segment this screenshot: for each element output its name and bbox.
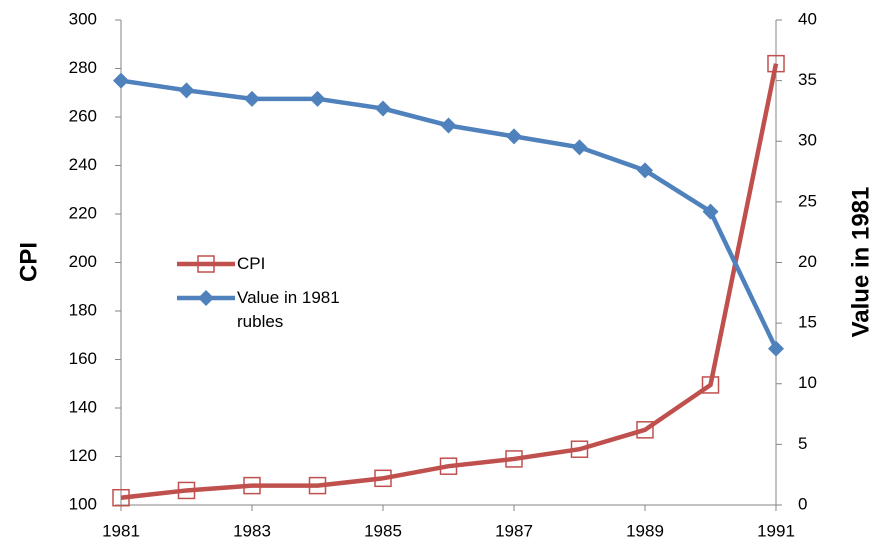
marker: [505, 450, 523, 468]
legend: CPI Value in 1981 rubles: [175, 252, 347, 344]
y-tick-label: 200: [69, 252, 97, 271]
marker: [768, 340, 784, 357]
x-tick-label: 1981: [102, 521, 140, 540]
x-tick-label: 1985: [364, 521, 402, 540]
marker: [636, 421, 654, 439]
y2-tick-label: 15: [798, 313, 817, 332]
y2-axis-title: Value in 1981: [847, 187, 874, 338]
marker: [702, 203, 719, 220]
y2-tick-label: 25: [798, 191, 817, 210]
marker: [198, 290, 214, 306]
marker: [112, 488, 130, 507]
marker: [571, 139, 588, 156]
marker: [197, 255, 215, 273]
y2-tick-label: 10: [798, 373, 817, 392]
legend-label: Value in 1981 rubles: [237, 288, 340, 331]
marker: [637, 162, 653, 179]
marker: [308, 476, 327, 495]
x-tick-label: 1991: [757, 521, 795, 540]
series-line: [120, 63, 779, 500]
y2-tick-label: 35: [798, 70, 817, 89]
marker: [113, 72, 129, 89]
legend-item: Value in 1981 rubles: [175, 286, 347, 334]
y-tick-label: 280: [69, 58, 97, 77]
y-tick-label: 140: [69, 397, 97, 416]
y-tick-label: 220: [69, 203, 97, 222]
y-tick-label: 240: [69, 155, 97, 174]
marker: [309, 90, 326, 107]
marker: [375, 100, 391, 117]
legend-item: CPI: [175, 252, 347, 276]
y2-tick-label: 30: [798, 131, 817, 150]
marker: [178, 82, 195, 99]
marker: [440, 117, 457, 134]
y-axis-title: CPI: [15, 242, 42, 282]
marker: [767, 54, 785, 73]
y-tick-label: 120: [69, 446, 97, 465]
x-tick-label: 1983: [233, 521, 271, 540]
marker: [439, 457, 458, 475]
y2-tick-label: 20: [798, 252, 817, 271]
marker: [177, 481, 196, 500]
legend-swatch: [177, 255, 235, 273]
x-tick-label: 1987: [495, 521, 533, 540]
y-tick-label: 260: [69, 106, 97, 125]
y2-tick-label: 40: [798, 9, 817, 28]
marker: [244, 90, 260, 107]
y-tick-label: 300: [69, 9, 97, 28]
y2-tick-label: 0: [798, 494, 807, 513]
marker: [506, 128, 522, 145]
y-tick-label: 180: [69, 300, 97, 319]
marker: [570, 440, 589, 458]
marker: [374, 469, 392, 488]
y-tick-label: 160: [69, 349, 97, 368]
legend-label: CPI: [237, 254, 266, 273]
x-tick-label: 1989: [626, 521, 664, 540]
legend-swatch: [177, 290, 235, 306]
y2-tick-label: 5: [798, 434, 807, 453]
y-tick-label: 100: [69, 494, 97, 513]
marker: [701, 376, 720, 394]
marker: [243, 476, 261, 495]
